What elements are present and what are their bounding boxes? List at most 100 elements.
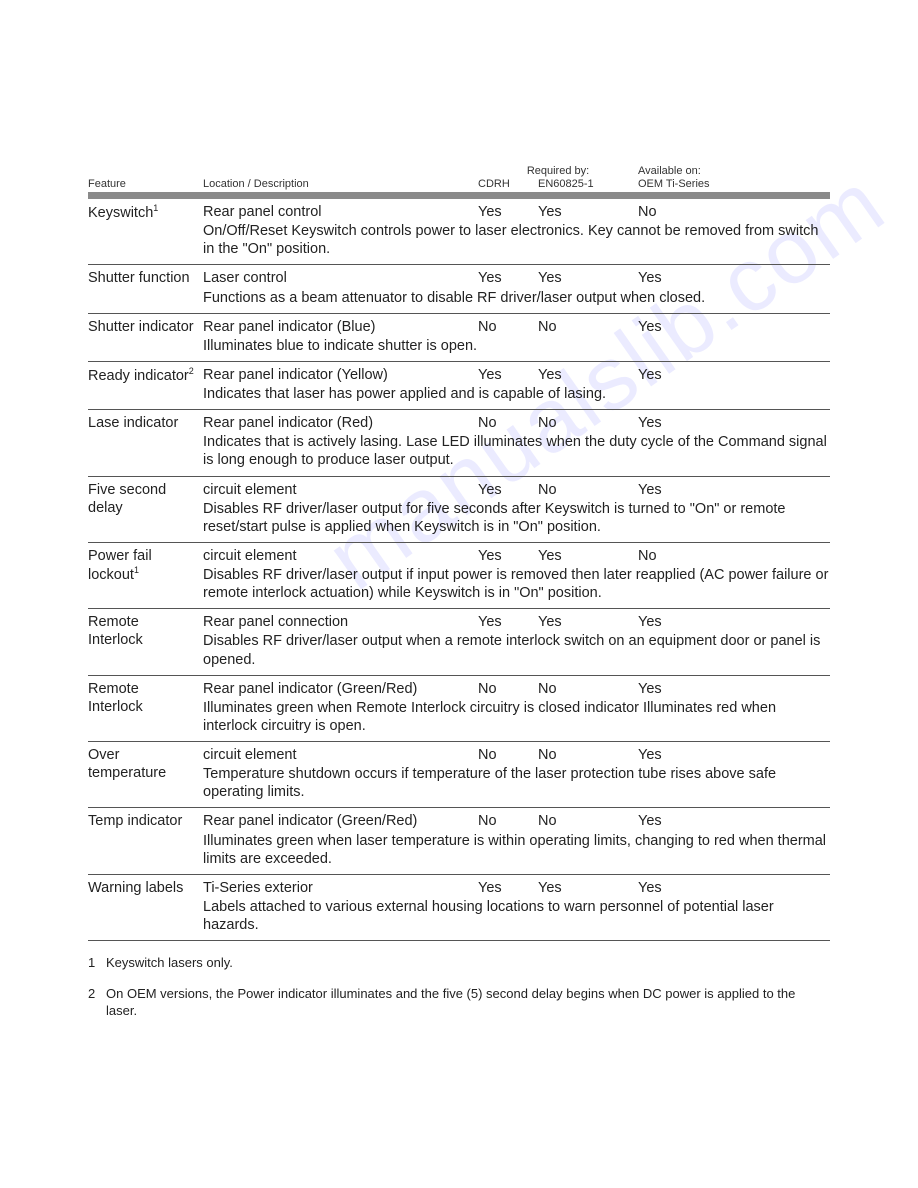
table-row: Remote InterlockRear panel connectionYes…	[88, 608, 830, 674]
location-text: Rear panel indicator (Yellow)	[203, 366, 478, 384]
header-feature: Feature	[88, 178, 203, 190]
value-en: Yes	[538, 613, 638, 631]
table-bottom-rule	[88, 940, 830, 941]
table-row: Shutter indicatorRear panel indicator (B…	[88, 313, 830, 361]
table-row: Shutter functionLaser controlYesYesYesFu…	[88, 264, 830, 312]
location-text: circuit element	[203, 547, 478, 565]
table-row: Five second delaycircuit elementYesNoYes…	[88, 476, 830, 542]
location-text: Ti-Series exterior	[203, 879, 478, 897]
header-location: Location / Description	[203, 178, 478, 190]
description-text: Illuminates green when Remote Interlock …	[203, 698, 830, 735]
description-text: Disables RF driver/laser output for five…	[203, 499, 830, 536]
row-top-line: Rear panel indicator (Green/Red)NoNoYes	[203, 680, 830, 698]
feature-cell: Lase indicator	[88, 414, 203, 469]
feature-cell: Ready indicator2	[88, 366, 203, 403]
value-cdrh: No	[478, 414, 538, 432]
description-text: Indicates that laser has power applied a…	[203, 384, 830, 403]
content-cell: circuit elementNoNoYesTemperature shutdo…	[203, 746, 830, 801]
value-en: Yes	[538, 366, 638, 384]
content-cell: Rear panel indicator (Green/Red)NoNoYesI…	[203, 680, 830, 735]
location-text: Rear panel indicator (Red)	[203, 414, 478, 432]
row-top-line: Rear panel indicator (Red)NoNoYes	[203, 414, 830, 432]
footnote-ref: 2	[189, 366, 194, 376]
footnotes: 1Keyswitch lasers only.2On OEM versions,…	[88, 955, 830, 1020]
table-header: Feature Location / Description Required …	[88, 165, 830, 190]
location-text: Rear panel control	[203, 203, 478, 221]
footnote-number: 2	[88, 986, 106, 1020]
value-avail: Yes	[638, 414, 748, 432]
description-text: Disables RF driver/laser output when a r…	[203, 631, 830, 668]
value-en: No	[538, 680, 638, 698]
header-required-by: Required by:	[527, 165, 589, 177]
table-row: Keyswitch1Rear panel controlYesYesNoOn/O…	[88, 199, 830, 264]
feature-table: Feature Location / Description Required …	[88, 165, 830, 1020]
value-en: No	[538, 414, 638, 432]
feature-cell: Shutter function	[88, 269, 203, 306]
footnote: 1Keyswitch lasers only.	[88, 955, 830, 972]
row-top-line: Rear panel indicator (Green/Red)NoNoYes	[203, 812, 830, 830]
header-separator-bar	[88, 192, 830, 199]
value-en: No	[538, 318, 638, 336]
value-en: No	[538, 746, 638, 764]
feature-cell: Warning labels	[88, 879, 203, 934]
location-text: Rear panel connection	[203, 613, 478, 631]
row-top-line: Ti-Series exteriorYesYesYes	[203, 879, 830, 897]
table-body: Keyswitch1Rear panel controlYesYesNoOn/O…	[88, 199, 830, 940]
table-row: Power fail lockout1circuit elementYesYes…	[88, 542, 830, 608]
footnote-text: Keyswitch lasers only.	[106, 955, 830, 972]
description-text: Functions as a beam attenuator to disabl…	[203, 288, 830, 307]
value-avail: Yes	[638, 746, 748, 764]
feature-cell: Keyswitch1	[88, 203, 203, 258]
value-cdrh: Yes	[478, 203, 538, 221]
location-text: Rear panel indicator (Green/Red)	[203, 812, 478, 830]
table-row: Ready indicator2Rear panel indicator (Ye…	[88, 361, 830, 409]
value-avail: Yes	[638, 318, 748, 336]
row-top-line: Rear panel indicator (Blue)NoNoYes	[203, 318, 830, 336]
row-top-line: circuit elementNoNoYes	[203, 746, 830, 764]
header-en: EN60825-1	[538, 178, 638, 190]
value-avail: Yes	[638, 812, 748, 830]
description-text: Illuminates blue to indicate shutter is …	[203, 336, 830, 355]
header-cdrh: CDRH	[478, 178, 538, 190]
value-cdrh: No	[478, 746, 538, 764]
value-avail: Yes	[638, 269, 748, 287]
table-row: Temp indicatorRear panel indicator (Gree…	[88, 807, 830, 873]
value-en: Yes	[538, 269, 638, 287]
header-available-on: Available on:	[638, 165, 748, 177]
description-text: Labels attached to various external hous…	[203, 897, 830, 934]
row-top-line: circuit elementYesYesNo	[203, 547, 830, 565]
location-text: circuit element	[203, 481, 478, 499]
description-text: Indicates that is actively lasing. Lase …	[203, 432, 830, 469]
footnote: 2On OEM versions, the Power indicator il…	[88, 986, 830, 1020]
value-en: Yes	[538, 879, 638, 897]
feature-cell: Five second delay	[88, 481, 203, 536]
content-cell: Ti-Series exteriorYesYesYesLabels attach…	[203, 879, 830, 934]
row-top-line: circuit elementYesNoYes	[203, 481, 830, 499]
value-cdrh: Yes	[478, 269, 538, 287]
footnote-text: On OEM versions, the Power indicator ill…	[106, 986, 830, 1020]
content-cell: Rear panel indicator (Blue)NoNoYesIllumi…	[203, 318, 830, 355]
footnote-number: 1	[88, 955, 106, 972]
feature-cell: Shutter indicator	[88, 318, 203, 355]
table-row: Remote InterlockRear panel indicator (Gr…	[88, 675, 830, 741]
description-text: Disables RF driver/laser output if input…	[203, 565, 830, 602]
value-cdrh: No	[478, 812, 538, 830]
content-cell: Laser controlYesYesYesFunctions as a bea…	[203, 269, 830, 306]
table-row: Warning labelsTi-Series exteriorYesYesYe…	[88, 874, 830, 940]
row-top-line: Rear panel controlYesYesNo	[203, 203, 830, 221]
content-cell: Rear panel connectionYesYesYesDisables R…	[203, 613, 830, 668]
location-text: Rear panel indicator (Green/Red)	[203, 680, 478, 698]
footnote-ref: 1	[134, 565, 139, 575]
value-avail: Yes	[638, 613, 748, 631]
value-cdrh: Yes	[478, 547, 538, 565]
value-en: No	[538, 812, 638, 830]
description-text: On/Off/Reset Keyswitch controls power to…	[203, 221, 830, 258]
value-cdrh: Yes	[478, 879, 538, 897]
value-en: No	[538, 481, 638, 499]
value-avail: Yes	[638, 481, 748, 499]
feature-cell: Remote Interlock	[88, 680, 203, 735]
content-cell: circuit elementYesYesNoDisables RF drive…	[203, 547, 830, 602]
description-text: Temperature shutdown occurs if temperatu…	[203, 764, 830, 801]
value-en: Yes	[538, 547, 638, 565]
row-top-line: Rear panel connectionYesYesYes	[203, 613, 830, 631]
